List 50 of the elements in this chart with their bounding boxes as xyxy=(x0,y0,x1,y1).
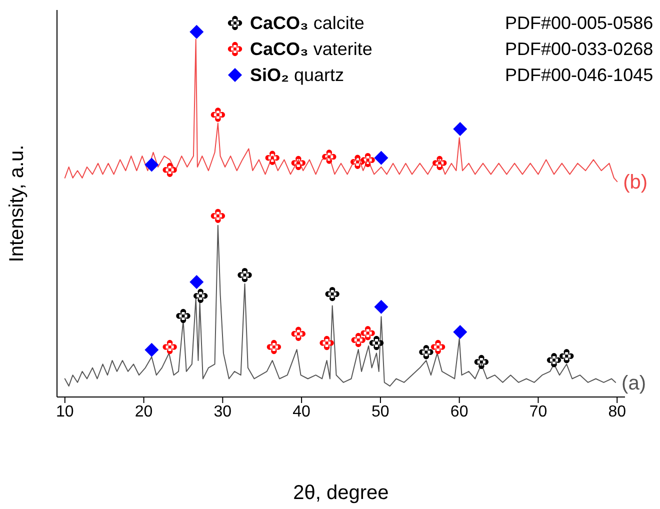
point xyxy=(190,24,204,39)
point xyxy=(238,268,252,282)
point xyxy=(266,340,282,354)
point xyxy=(210,108,226,122)
x-tick-label: 40 xyxy=(292,403,311,420)
legend-label: CaCO₃ calcite xyxy=(250,13,364,33)
point xyxy=(162,162,177,178)
point xyxy=(144,342,159,357)
x-tick-label: 30 xyxy=(214,403,232,420)
point xyxy=(322,150,336,164)
series-label: (a) xyxy=(622,372,646,394)
point xyxy=(453,325,468,340)
point xyxy=(369,336,384,350)
annotation: PDF#00-046-1045 xyxy=(505,64,654,87)
point xyxy=(474,354,489,370)
annotation: PDF#00-033-0268 xyxy=(505,38,654,61)
x-tick-label: 70 xyxy=(529,403,548,420)
legend-label: CaCO₃ vaterite xyxy=(250,39,372,59)
x-tick-label: 50 xyxy=(372,403,390,420)
point xyxy=(320,336,334,350)
point xyxy=(374,300,388,314)
series-label: (b) xyxy=(623,172,648,194)
x-tick-label: 10 xyxy=(56,403,74,420)
x-tick-label: 20 xyxy=(134,403,153,420)
point xyxy=(325,286,340,302)
point xyxy=(176,308,190,324)
point xyxy=(190,274,204,289)
point xyxy=(291,156,306,170)
legend-label: SiO₂ quartz xyxy=(250,65,344,85)
point xyxy=(360,152,375,168)
x-tick-label: 80 xyxy=(608,403,626,420)
point xyxy=(144,158,159,172)
point xyxy=(419,345,434,360)
point xyxy=(374,150,388,165)
point xyxy=(432,156,447,170)
point xyxy=(193,288,208,303)
point xyxy=(291,326,306,341)
point xyxy=(360,326,375,340)
point xyxy=(351,332,366,348)
point xyxy=(265,150,280,165)
point xyxy=(453,122,468,136)
point xyxy=(162,340,177,354)
point xyxy=(560,349,574,364)
point xyxy=(546,353,562,368)
point xyxy=(430,340,446,354)
x-tick-label: 60 xyxy=(450,403,468,420)
y-axis-title: Intensity, a.u. xyxy=(6,144,28,262)
x-axis-title: 2θ, degree xyxy=(293,482,389,504)
point xyxy=(210,208,226,224)
annotation: PDF#00-005-0586 xyxy=(505,12,654,35)
